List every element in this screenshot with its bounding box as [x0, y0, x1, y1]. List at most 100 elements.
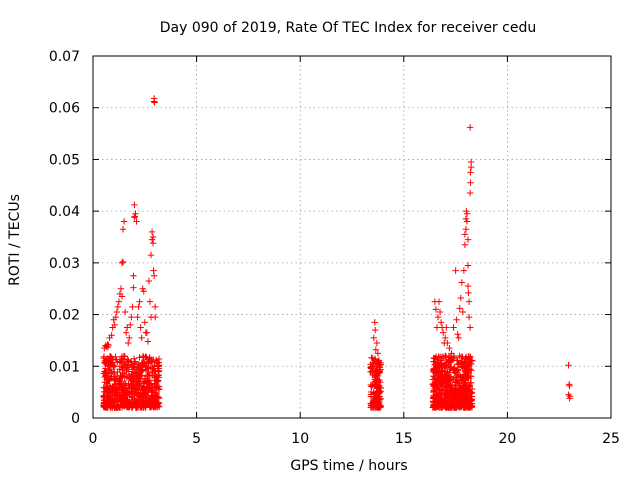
- data-point: [431, 374, 438, 382]
- data-point: [432, 306, 440, 313]
- data-point: [147, 251, 155, 259]
- data-point: [443, 395, 451, 403]
- data-point: [123, 387, 130, 394]
- data-point: [150, 356, 157, 364]
- x-axis-label: GPS time / hours: [290, 458, 407, 474]
- data-point: [134, 313, 141, 321]
- data-point: [438, 357, 445, 364]
- data-point: [459, 359, 466, 366]
- data-point: [463, 383, 470, 390]
- data-point: [447, 356, 454, 364]
- data-point: [145, 360, 152, 367]
- data-point: [457, 294, 464, 302]
- data-point: [459, 308, 467, 316]
- data-point: [446, 365, 454, 373]
- data-point: [372, 326, 379, 334]
- data-point: [375, 359, 382, 367]
- data-point: [433, 396, 441, 403]
- data-point: [114, 303, 122, 311]
- data-point: [145, 387, 152, 395]
- data-point: [110, 374, 118, 382]
- data-point: [464, 262, 472, 269]
- data-point: [466, 189, 474, 197]
- data-point: [151, 392, 158, 399]
- y-tick-label: 0.01: [49, 359, 80, 375]
- data-point: [103, 372, 110, 380]
- data-point: [140, 288, 147, 295]
- data-point: [118, 293, 126, 300]
- data-point: [467, 179, 474, 186]
- data-point: [430, 373, 437, 380]
- data-point: [150, 272, 158, 279]
- data-point: [138, 372, 145, 379]
- data-point: [131, 398, 138, 405]
- data-point: [461, 241, 469, 248]
- y-tick-labels: 0 0.01 0.02 0.03 0.04 0.05 0.06 0.07: [49, 49, 80, 427]
- data-point: [122, 329, 130, 336]
- data-point: [443, 324, 450, 331]
- y-tick-label: 0.03: [49, 256, 80, 272]
- data-point: [432, 387, 440, 394]
- data-point: [151, 99, 158, 106]
- data-point: [377, 403, 385, 410]
- data-point: [107, 359, 115, 366]
- data-point: [146, 372, 154, 379]
- data-point: [468, 385, 476, 393]
- data-point: [131, 364, 138, 371]
- data-point: [130, 381, 137, 389]
- data-point: [452, 382, 459, 389]
- data-point: [151, 368, 158, 375]
- data-point: [106, 375, 113, 383]
- data-point: [468, 367, 475, 374]
- data-point: [431, 355, 438, 362]
- data-point: [118, 398, 125, 405]
- data-point: [131, 359, 139, 366]
- data-point: [429, 394, 437, 401]
- data-point: [433, 384, 440, 391]
- data-point: [431, 365, 438, 373]
- data-point: [116, 381, 123, 388]
- data-point: [111, 363, 119, 370]
- data-point: [368, 383, 375, 390]
- data-point: [118, 259, 126, 267]
- data-point: [434, 355, 441, 363]
- data-point: [130, 272, 137, 279]
- data-point: [126, 334, 133, 342]
- data-point: [454, 331, 461, 338]
- data-point: [134, 381, 142, 388]
- data-point: [464, 362, 472, 370]
- data-point: [463, 210, 471, 217]
- data-point: [103, 379, 110, 386]
- data-point: [467, 169, 474, 176]
- y-tick-label: 0.02: [49, 308, 80, 324]
- data-point: [462, 226, 470, 233]
- data-point: [367, 381, 375, 389]
- data-point: [445, 392, 452, 399]
- data-point: [371, 378, 379, 386]
- data-point: [450, 365, 458, 372]
- data-point: [116, 359, 123, 366]
- data-point: [107, 400, 115, 407]
- data-point: [458, 279, 466, 286]
- data-point: [447, 396, 454, 404]
- data-point: [120, 218, 128, 225]
- data-point: [437, 361, 445, 369]
- data-point: [439, 373, 446, 380]
- data-point: [128, 403, 136, 410]
- data-point: [124, 356, 131, 363]
- data-point: [153, 402, 161, 410]
- data-point: [463, 218, 471, 225]
- data-point: [454, 398, 461, 406]
- data-point: [461, 231, 469, 238]
- data-point: [464, 236, 472, 243]
- data-point: [133, 218, 140, 225]
- data-point: [455, 397, 462, 405]
- data-point: [116, 375, 124, 382]
- data-point: [100, 403, 108, 410]
- data-point: [372, 346, 380, 353]
- data-point: [129, 303, 136, 311]
- data-point: [443, 381, 450, 389]
- data-point: [112, 313, 119, 321]
- data-point: [106, 395, 114, 402]
- data-point: [443, 375, 450, 383]
